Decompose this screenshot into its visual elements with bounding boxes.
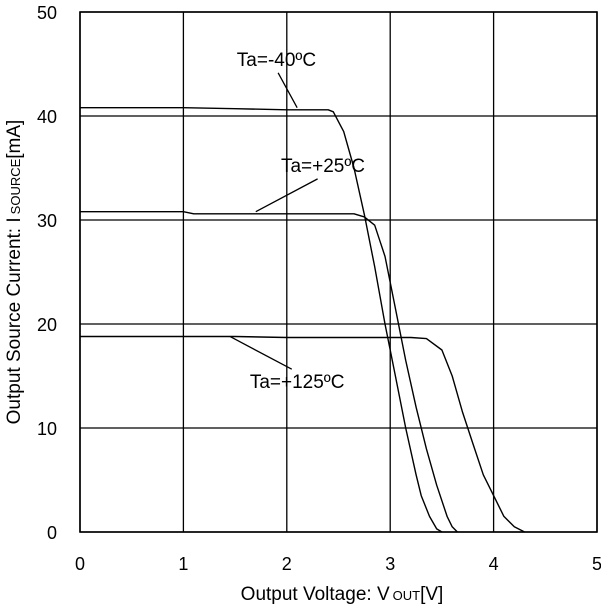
x-axis-title: Output Voltage: V OUT[V] [241,584,444,605]
x-tick-label: 3 [385,554,395,574]
y-tick-label: 40 [37,107,57,127]
y-axis-title-sub: SOURCE [8,158,23,214]
annotation-leader-line [277,72,298,108]
x-tick-labels: 0 1 2 3 4 5 [75,554,601,574]
y-tick-label: 30 [37,211,57,231]
x-tick-label: 2 [282,554,292,574]
grid-lines [79,11,598,533]
plot-frame [79,11,598,533]
y-tick-label: 0 [47,523,57,543]
x-axis-title-unit: [V] [420,584,443,605]
annotation-leader-line [255,178,318,213]
x-tick-label: 4 [489,554,499,574]
series-annotation-label: Ta=-40ºC [237,50,316,71]
series-lines [80,106,525,533]
y-tick-labels: 0 10 20 30 40 50 [37,3,57,543]
x-tick-label: 5 [592,554,601,574]
x-axis-title-main: Output Voltage: V [241,584,390,605]
series-annotation-label: Ta=+25ºC [281,156,365,177]
y-tick-label: 10 [37,419,57,439]
series-line [80,106,443,533]
x-tick-label: 1 [178,554,188,574]
series-line [80,335,525,533]
annotations: Ta=-40ºC Ta=+25ºC Ta=+125ºC [229,50,365,393]
x-tick-label: 0 [75,554,85,574]
y-axis-title-main: Output Source Current: I [4,217,25,424]
y-axis-title-unit: [mA] [4,120,25,159]
y-tick-label: 50 [37,3,57,23]
series-line [80,210,458,533]
plot-border [79,11,598,533]
y-tick-label: 20 [37,315,57,335]
series-annotation-label: Ta=+125ºC [250,372,345,393]
y-axis-title: Output Source Current: I SOURCE[mA] [4,120,25,425]
x-axis-title-sub: OUT [393,588,421,603]
annotation-leader-line [229,335,293,370]
